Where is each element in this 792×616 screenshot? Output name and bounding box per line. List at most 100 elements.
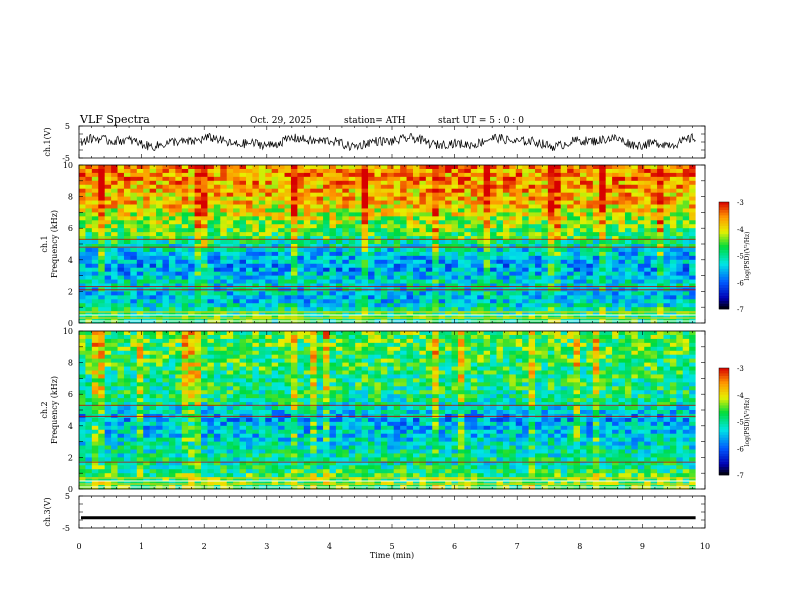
spec1-cell	[477, 232, 484, 236]
spec2-cell	[156, 339, 163, 343]
spec1-cell	[330, 228, 337, 232]
spec1-cell	[304, 295, 311, 299]
spec1-cell	[169, 220, 176, 224]
spec1-cell	[297, 216, 304, 220]
spec1-cell	[118, 264, 125, 268]
spec1-cell	[612, 284, 619, 288]
spec1-cell	[683, 268, 690, 272]
spec1-cell	[644, 272, 651, 276]
spec1-cell	[368, 236, 375, 240]
spec1-cell	[259, 291, 266, 295]
spec1-cell	[612, 189, 619, 193]
spec1-cell	[323, 307, 330, 311]
spec1-cell	[522, 193, 529, 197]
spec1-cell	[143, 307, 150, 311]
spec1-cell	[554, 252, 561, 256]
spec1-cell	[355, 193, 362, 197]
spec2-cell	[150, 394, 157, 398]
spec2-cell	[169, 335, 176, 339]
spec2-cell	[85, 410, 92, 414]
spec1-cell	[413, 232, 420, 236]
spec1-cell	[497, 244, 504, 248]
spec1-cell	[137, 272, 144, 276]
spec1-cell	[471, 284, 478, 288]
spec1-cell	[631, 244, 638, 248]
spec1-cell	[374, 291, 381, 295]
spec1-cell	[644, 268, 651, 272]
spec1-cell	[188, 216, 195, 220]
spec2-cell	[143, 378, 150, 382]
spec1-cell	[362, 244, 369, 248]
spec1-cell	[137, 295, 144, 299]
spec1-cell	[169, 268, 176, 272]
spec1-cell	[464, 197, 471, 201]
spec1-cell	[297, 264, 304, 268]
spec2-cell	[182, 457, 189, 461]
spec1-cell	[207, 165, 214, 169]
spec1-cell	[130, 256, 137, 260]
spec1-cell	[163, 224, 170, 228]
spec1-cell	[150, 276, 157, 280]
spec1-cell	[195, 264, 202, 268]
spec1-cell	[201, 260, 208, 264]
spec2-cell	[169, 347, 176, 351]
spec1-cell	[683, 201, 690, 205]
spec1-cell	[509, 173, 516, 177]
spec1-cell	[497, 291, 504, 295]
cbar1-step	[719, 266, 729, 269]
spec1-cell	[259, 315, 266, 319]
spec1-cell	[445, 185, 452, 189]
spec1-cell	[317, 280, 324, 284]
spec1-cell	[220, 315, 227, 319]
spec2-cell	[201, 442, 208, 446]
spec1-cell	[111, 173, 118, 177]
spec1-cell	[98, 240, 105, 244]
spec2-cell	[118, 446, 125, 450]
spec1-cell	[240, 228, 247, 232]
spec2-cell	[207, 378, 214, 382]
spec1-cell	[291, 307, 298, 311]
spec1-cell	[561, 291, 568, 295]
spec1-cell	[529, 276, 536, 280]
spec1-cell	[574, 216, 581, 220]
spec2-cell	[85, 347, 92, 351]
spec2-cell	[111, 481, 118, 485]
spec2-cell	[124, 430, 131, 434]
spec1-cell	[291, 169, 298, 173]
spec1-cell	[387, 185, 394, 189]
spec1-cell	[631, 197, 638, 201]
spec1-cell	[586, 244, 593, 248]
spec1-cell	[246, 177, 253, 181]
spec1-cell	[310, 244, 317, 248]
spec1-cell	[98, 216, 105, 220]
spec2-cell	[111, 469, 118, 473]
cbar1-step	[719, 239, 729, 242]
spec1-cell	[529, 185, 536, 189]
spec1-cell	[464, 307, 471, 311]
spec1-cell	[644, 240, 651, 244]
spec1-cell	[638, 220, 645, 224]
spec1-cell	[394, 181, 401, 185]
spec1-cell	[497, 299, 504, 303]
spec1-cell	[259, 307, 266, 311]
spec1-cell	[529, 201, 536, 205]
spec1-cell	[387, 197, 394, 201]
spec1-cell	[201, 303, 208, 307]
spec1-cell	[259, 272, 266, 276]
spec1-cell	[252, 260, 259, 264]
spec1-cell	[497, 197, 504, 201]
spec1-cell	[317, 303, 324, 307]
spec1-cell	[638, 272, 645, 276]
spec1-cell	[111, 197, 118, 201]
spec1-cell	[567, 280, 574, 284]
spec1-cell	[497, 307, 504, 311]
spec1-cell	[111, 177, 118, 181]
spec2-cell	[137, 426, 144, 430]
spec1-cell	[265, 252, 272, 256]
spec1-cell	[207, 252, 214, 256]
spec2-cell	[169, 473, 176, 477]
spec1-cell	[310, 220, 317, 224]
spec1-cell	[278, 224, 285, 228]
spec1-cell	[355, 260, 362, 264]
spec1-cell	[458, 276, 465, 280]
